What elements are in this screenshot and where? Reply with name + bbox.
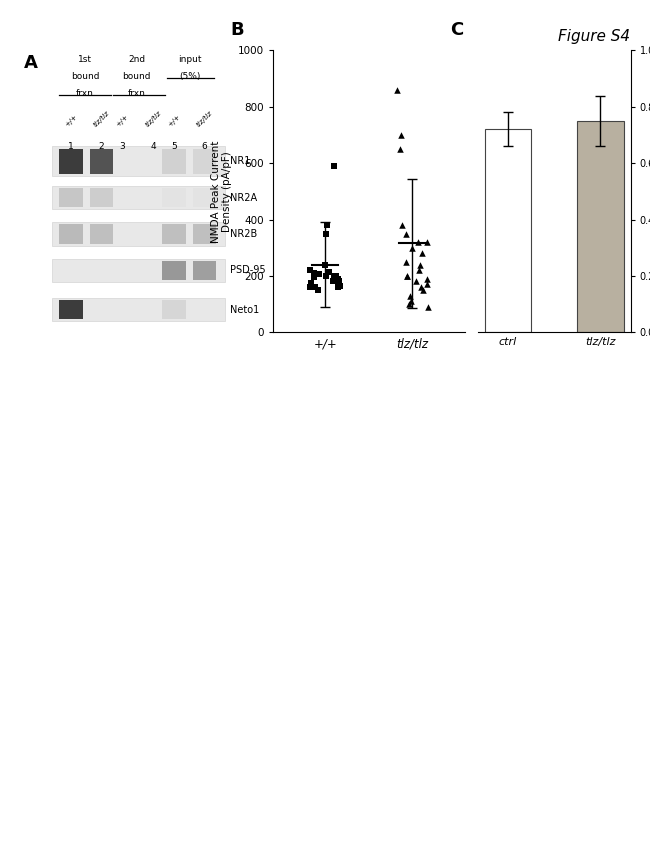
Point — [421, 278, 432, 291]
Bar — [90, 149, 113, 173]
Bar — [192, 225, 216, 244]
Text: C: C — [450, 21, 463, 40]
Point — [415, 258, 425, 272]
Point — [404, 298, 415, 311]
Point — [309, 280, 320, 294]
Point — [335, 279, 345, 293]
Text: tlz/tlz: tlz/tlz — [92, 109, 111, 128]
Point — [422, 235, 432, 249]
Text: bound: bound — [122, 72, 151, 81]
Point — [395, 142, 406, 156]
Text: B: B — [231, 21, 244, 40]
Point — [397, 219, 408, 232]
Point — [422, 272, 433, 285]
Bar — [192, 261, 216, 280]
Bar — [485, 130, 531, 332]
Text: 5: 5 — [171, 141, 177, 151]
Point — [328, 159, 339, 172]
Text: +/+: +/+ — [166, 114, 181, 128]
Point — [417, 246, 428, 260]
Bar — [192, 188, 216, 207]
Bar — [52, 298, 226, 321]
Bar — [192, 149, 216, 173]
Text: 6: 6 — [202, 141, 207, 151]
Bar — [52, 186, 226, 209]
Point — [305, 263, 315, 277]
Point — [324, 265, 334, 278]
Point — [392, 83, 402, 97]
Bar — [162, 225, 186, 244]
Point — [415, 280, 426, 294]
Text: tlz/tlz: tlz/tlz — [144, 109, 162, 128]
Text: 1st: 1st — [78, 56, 92, 65]
Point — [400, 255, 411, 268]
Point — [313, 267, 324, 281]
Point — [313, 283, 323, 297]
Text: PSD-95: PSD-95 — [230, 265, 266, 275]
Bar — [52, 146, 226, 177]
Point — [304, 280, 315, 294]
Text: bound: bound — [71, 72, 99, 81]
Point — [334, 275, 345, 288]
Y-axis label: NMDA Peak Current
Density (pA/pF): NMDA Peak Current Density (pA/pF) — [211, 140, 232, 242]
Point — [396, 129, 406, 142]
Text: A: A — [24, 54, 38, 71]
Point — [333, 280, 344, 294]
Point — [413, 235, 423, 249]
Text: (5%): (5%) — [179, 72, 201, 81]
Point — [401, 227, 411, 241]
Bar — [59, 300, 83, 320]
Point — [402, 269, 413, 283]
Text: Figure S4: Figure S4 — [558, 29, 630, 45]
Point — [328, 275, 338, 288]
Point — [406, 294, 416, 308]
Text: 1: 1 — [68, 141, 74, 151]
Point — [321, 269, 332, 283]
Point — [417, 283, 428, 297]
Text: 2: 2 — [99, 141, 104, 151]
Text: NR2B: NR2B — [230, 229, 257, 239]
Point — [422, 300, 433, 314]
Text: frxn: frxn — [76, 88, 94, 98]
Point — [411, 275, 422, 288]
Bar — [90, 188, 113, 207]
Bar — [59, 188, 83, 207]
Text: +/+: +/+ — [115, 114, 130, 128]
Text: tlz/tlz: tlz/tlz — [195, 109, 213, 128]
Point — [402, 269, 412, 283]
Bar — [52, 222, 226, 246]
Point — [413, 263, 424, 277]
Text: 3: 3 — [120, 141, 125, 151]
Bar — [162, 188, 186, 207]
Point — [328, 269, 339, 283]
Point — [406, 241, 417, 254]
Bar — [52, 259, 226, 282]
Bar — [59, 149, 83, 173]
Point — [322, 219, 332, 232]
Point — [320, 227, 331, 241]
Point — [320, 258, 330, 272]
Bar — [577, 121, 623, 332]
Text: +/+: +/+ — [64, 114, 78, 128]
Point — [333, 272, 343, 285]
Point — [309, 271, 319, 284]
Text: NR2A: NR2A — [230, 193, 257, 203]
Point — [331, 269, 341, 283]
Bar — [162, 300, 186, 320]
Text: input: input — [179, 56, 202, 65]
Point — [404, 288, 415, 302]
Bar — [162, 149, 186, 173]
Text: NR1: NR1 — [230, 156, 250, 167]
Bar — [90, 225, 113, 244]
Point — [309, 267, 320, 280]
Text: frxn: frxn — [127, 88, 146, 98]
Point — [306, 276, 316, 289]
Text: 4: 4 — [150, 141, 156, 151]
Bar — [59, 225, 83, 244]
Text: Neto1: Neto1 — [230, 304, 259, 315]
Text: 2nd: 2nd — [128, 56, 145, 65]
Bar — [162, 261, 186, 280]
